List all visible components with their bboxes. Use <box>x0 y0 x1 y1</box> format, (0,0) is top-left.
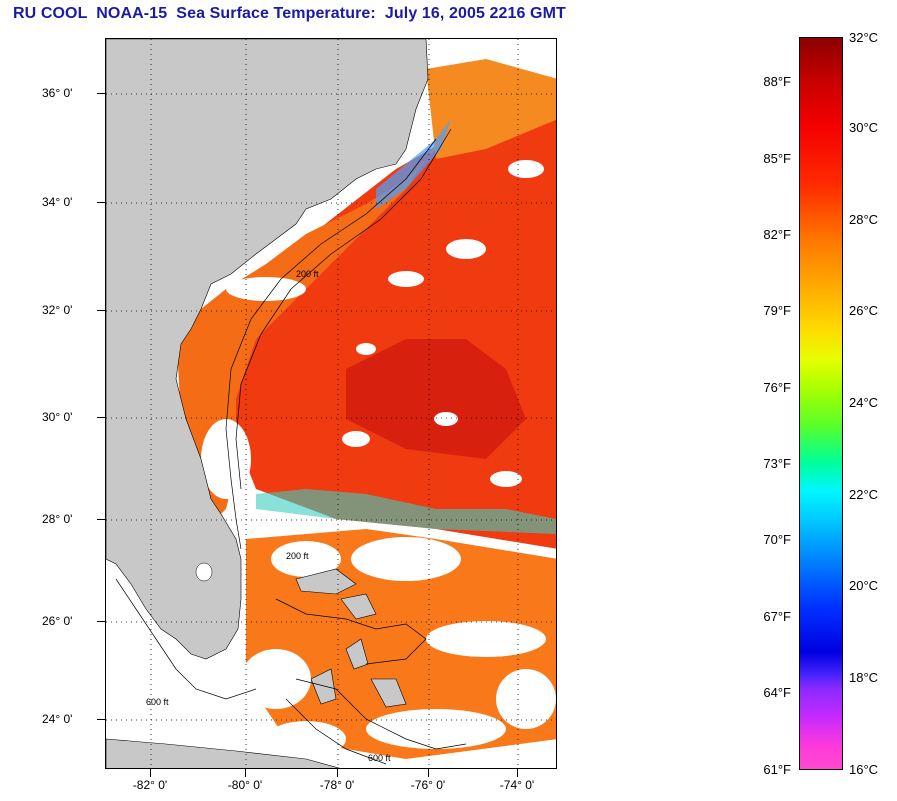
landmass-southeast-us <box>106 39 429 660</box>
colorbar-celsius-label: 32°C <box>849 30 879 45</box>
isobath-label: 200 ft <box>296 269 319 279</box>
lat-label: 32° 0' <box>42 303 73 317</box>
northern-water <box>426 59 556 159</box>
lon-label: -74° 0' <box>499 778 535 792</box>
lat-label: 26° 0' <box>42 614 73 628</box>
lon-label: -78° 0' <box>319 778 355 792</box>
landmass-cuba <box>106 738 340 768</box>
temperature-colorbar <box>799 37 843 770</box>
isobath-contours <box>115 128 467 765</box>
lat-label: 30° 0' <box>42 410 73 424</box>
lon-label: -80° 0' <box>227 778 263 792</box>
lat-label: 34° 0' <box>42 195 73 209</box>
sst-map-canvas: 200 ft 600 ft 200 ft 600 ft <box>106 39 556 768</box>
graticule <box>106 39 556 768</box>
sst-map: 200 ft 600 ft 200 ft 600 ft <box>105 38 557 769</box>
lat-label: 28° 0' <box>42 512 73 526</box>
colorbar-celsius-label: 18°C <box>849 670 879 685</box>
cool-coastal-band <box>376 119 451 209</box>
map-title: RU COOL NOAA-15 Sea Surface Temperature:… <box>13 5 566 22</box>
bahamas-islands <box>295 568 407 708</box>
colorbar-celsius-label: 26°C <box>849 303 879 318</box>
colorbar-fahrenheit-label: 67°F <box>763 609 791 624</box>
colorbar-celsius-label: 30°C <box>849 120 879 135</box>
lat-label: 36° 0' <box>42 86 73 100</box>
colorbar-fahrenheit-label: 76°F <box>763 380 791 395</box>
lat-label: 24° 0' <box>42 712 73 726</box>
isobath-label: 200 ft <box>286 551 309 561</box>
colorbar-fahrenheit-label: 79°F <box>763 303 791 318</box>
colorbar-celsius-label: 24°C <box>849 395 879 410</box>
colorbar-fahrenheit-label: 70°F <box>763 532 791 547</box>
colorbar-celsius-label: 16°C <box>849 762 879 777</box>
colorbar-celsius-label: 28°C <box>849 212 879 227</box>
cool-band-28n <box>256 489 556 534</box>
isobath-label: 600 ft <box>146 697 169 707</box>
colorbar-fahrenheit-label: 64°F <box>763 685 791 700</box>
colorbar-fahrenheit-label: 85°F <box>763 151 791 166</box>
lake-okeechobee <box>195 562 213 582</box>
colorbar-fahrenheit-label: 73°F <box>763 456 791 471</box>
colorbar-fahrenheit-label: 61°F <box>763 762 791 777</box>
colorbar-celsius-label: 22°C <box>849 487 879 502</box>
lon-label: -82° 0' <box>132 778 168 792</box>
colorbar-celsius-label: 20°C <box>849 578 879 593</box>
gulf-stream-core <box>346 339 526 459</box>
colorbar-fahrenheit-label: 82°F <box>763 227 791 242</box>
colorbar-fahrenheit-label: 88°F <box>763 74 791 89</box>
isobath-label: 600 ft <box>368 753 391 763</box>
lon-label: -76° 0' <box>410 778 446 792</box>
